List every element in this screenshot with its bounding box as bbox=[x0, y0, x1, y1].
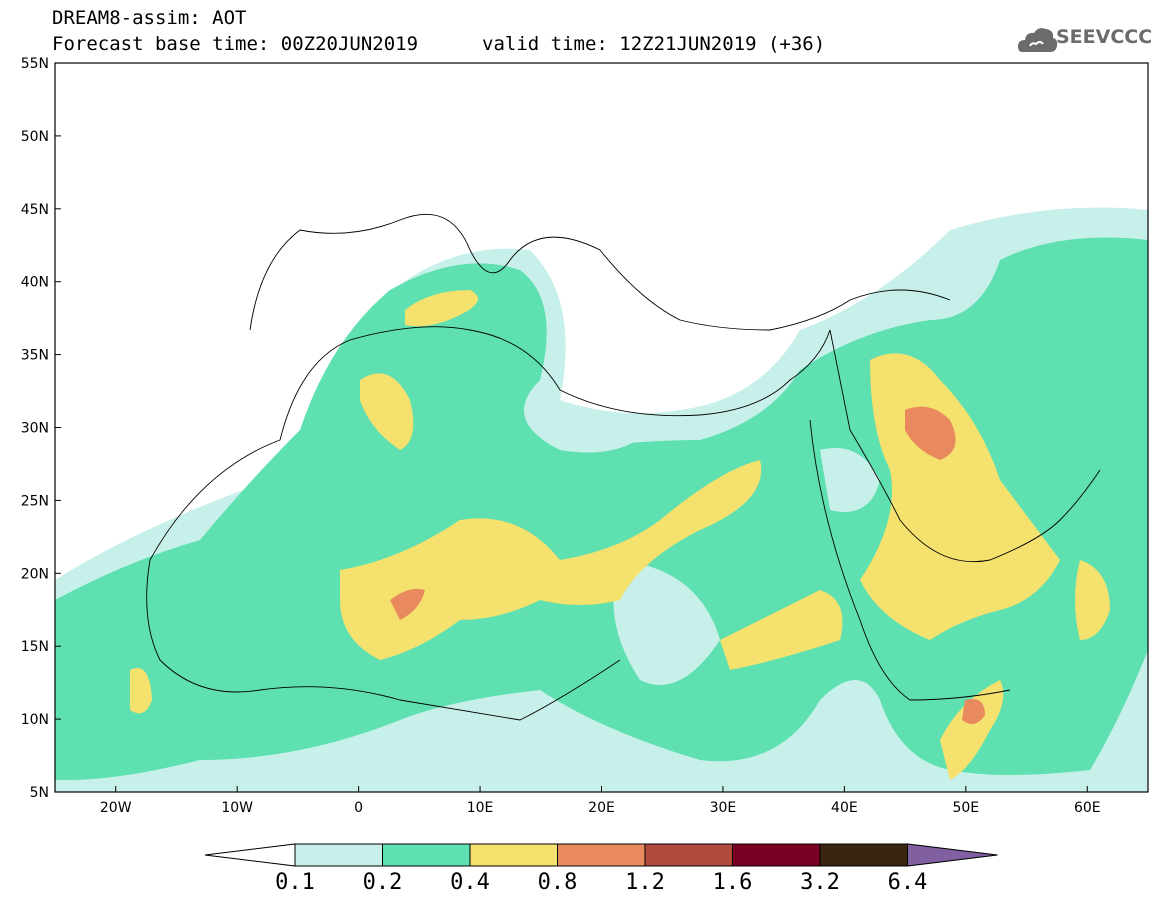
colorbar-label: 0.8 bbox=[537, 870, 578, 895]
coastlines bbox=[146, 213, 1101, 721]
aot-band-light-cyan bbox=[820, 448, 880, 512]
colorbar-segment bbox=[469, 843, 558, 867]
colorbar-segment bbox=[732, 843, 821, 867]
lon-tick-label: 40E bbox=[831, 800, 858, 816]
aot-band-yellow bbox=[940, 680, 1004, 780]
logo-text: SEEVCCC bbox=[1056, 26, 1153, 48]
lat-tick-label: 30N bbox=[21, 421, 49, 437]
aot-band-yellow bbox=[360, 373, 414, 450]
lat-tick-label: 50N bbox=[21, 129, 49, 145]
map-title: DREAM8-assim: AOT bbox=[52, 7, 247, 29]
colorbar-segment bbox=[382, 843, 471, 867]
lon-tick-label: 10W bbox=[221, 800, 253, 816]
lat-tick-label: 40N bbox=[21, 275, 49, 291]
lon-tick-label: 30E bbox=[710, 800, 737, 816]
aot-band-yellow bbox=[130, 668, 152, 714]
lat-tick-label: 35N bbox=[21, 348, 49, 364]
colorbar-label: 0.2 bbox=[362, 870, 403, 895]
lon-tick-label: 20E bbox=[588, 800, 615, 816]
aot-band-light-cyan bbox=[613, 560, 720, 685]
lat-tick-label: 10N bbox=[21, 712, 49, 728]
aot-band-yellow bbox=[1075, 560, 1110, 640]
aot-band-yellow bbox=[405, 290, 478, 327]
aot-band-light-cyan bbox=[540, 416, 650, 453]
lat-tick-label: 5N bbox=[30, 785, 49, 801]
cloud-logo-icon bbox=[1018, 28, 1058, 52]
colorbar-label: 3.2 bbox=[800, 870, 840, 895]
colorbar-low-arrow bbox=[204, 843, 296, 867]
colorbar-high-arrow bbox=[907, 843, 998, 867]
valid-time: valid time: 12Z21JUN2019 (+36) bbox=[482, 33, 826, 55]
lon-tick-label: 10E bbox=[467, 800, 494, 816]
colorbar-label: 6.4 bbox=[887, 870, 928, 895]
lon-tick-label: 60E bbox=[1074, 800, 1101, 816]
aot-band-yellow bbox=[340, 460, 762, 660]
aot-band-orange bbox=[962, 699, 985, 724]
colorbar-label: 0.4 bbox=[450, 870, 490, 895]
lat-tick-label: 25N bbox=[21, 493, 49, 509]
lon-tick-label: 50E bbox=[952, 800, 979, 816]
colorbar-segment bbox=[819, 843, 908, 867]
forecast-base-time: Forecast base time: 00Z20JUN2019 bbox=[52, 33, 419, 55]
colorbar-label: 0.1 bbox=[275, 870, 315, 895]
colorbar-label: 1.2 bbox=[625, 870, 665, 895]
lon-tick-label: 20W bbox=[100, 800, 132, 816]
aot-band-orange bbox=[905, 406, 956, 460]
lon-tick-label: 0 bbox=[354, 800, 363, 816]
lat-tick-label: 15N bbox=[21, 639, 49, 655]
colorbar-label: 1.6 bbox=[712, 870, 753, 895]
colorbar-segment bbox=[294, 843, 383, 867]
colorbar-segment bbox=[644, 843, 733, 867]
lat-tick-label: 55N bbox=[21, 56, 49, 72]
aot-band-yellow bbox=[720, 590, 843, 670]
lat-tick-label: 45N bbox=[21, 202, 49, 218]
colorbar-segment bbox=[557, 843, 646, 867]
aot-band-orange bbox=[390, 588, 425, 620]
lat-tick-label: 20N bbox=[21, 566, 49, 582]
